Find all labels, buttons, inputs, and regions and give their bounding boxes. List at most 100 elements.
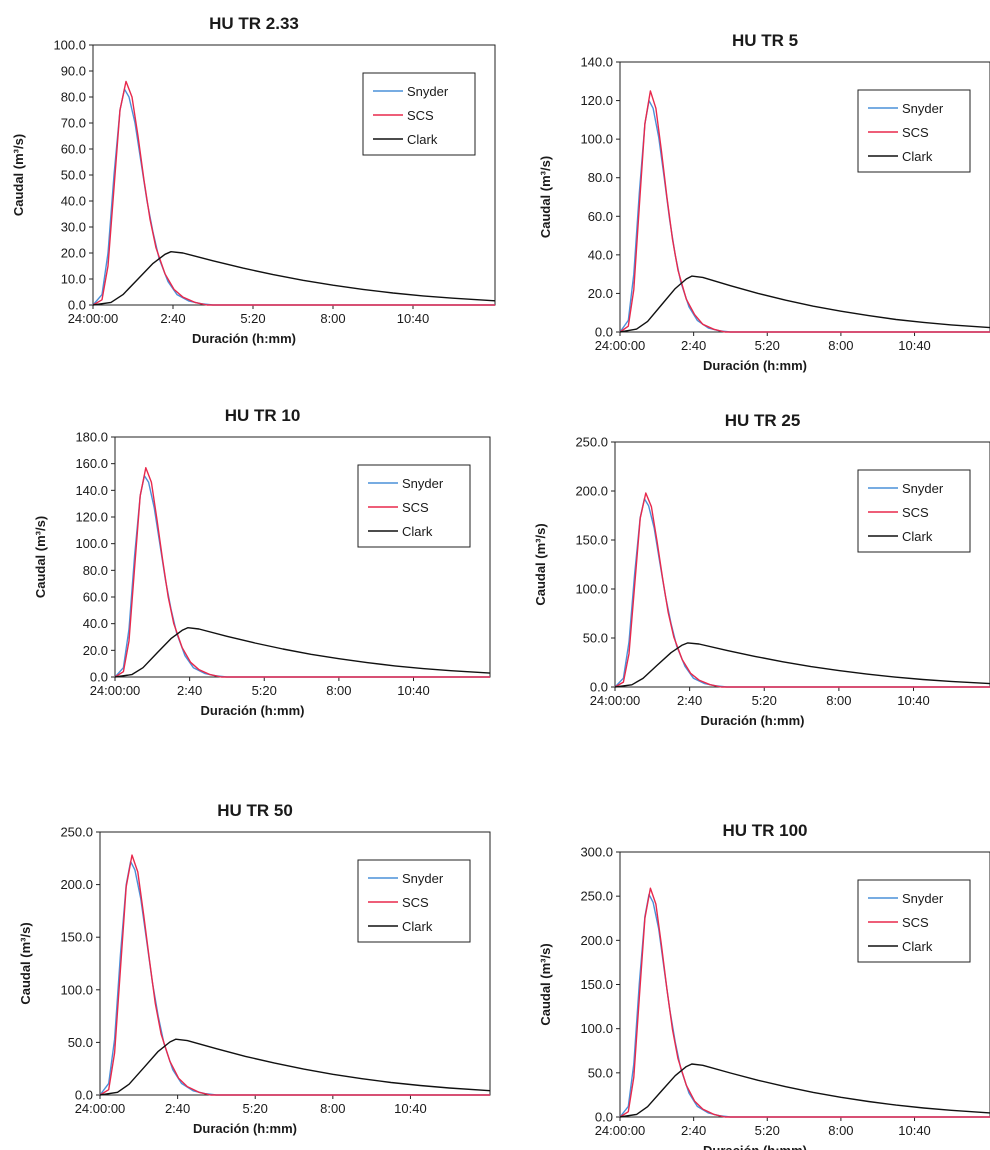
- y-tick-label: 40.0: [61, 194, 86, 209]
- y-tick-label: 300.0: [580, 845, 613, 860]
- y-tick-label: 0.0: [68, 298, 86, 313]
- chart-svg: HU TR 50 0.0 50.0 100.0 150.0 200.0 250.0 24:00…: [18, 801, 491, 1136]
- legend-label-snyder: Snyder: [902, 481, 944, 496]
- y-tick-label: 150.0: [580, 977, 613, 992]
- y-tick-label: 50.0: [68, 1035, 93, 1050]
- series-line-scs: [114, 467, 490, 678]
- x-axis-label: Duración (h:mm): [703, 358, 807, 373]
- x-tick-label: 10:40: [898, 338, 931, 353]
- series-line-clark: [114, 627, 491, 678]
- series-line-clark: [92, 251, 496, 306]
- chart-title: HU TR 10: [225, 406, 301, 425]
- y-axis-label: Caudal (m³/s): [33, 516, 48, 598]
- legend: Snyder SCS Clark: [357, 464, 471, 548]
- x-tick-label: 10:40: [898, 1123, 931, 1138]
- chart-title: HU TR 25: [725, 411, 801, 430]
- x-axis-label: Duración (h:mm): [703, 1143, 807, 1150]
- y-tick-label: 200.0: [580, 933, 613, 948]
- x-tick-label: 5:20: [755, 1123, 780, 1138]
- x-axis-label: Duración (h:mm): [701, 713, 805, 728]
- legend-box: [357, 464, 471, 548]
- x-tick-label: 10:40: [394, 1101, 427, 1116]
- x-tick-label: 5:20: [252, 683, 277, 698]
- legend: Snyder SCS Clark: [857, 879, 971, 963]
- legend-label-clark: Clark: [902, 939, 933, 954]
- y-tick-label: 50.0: [588, 1065, 613, 1080]
- legend-label-scs: SCS: [902, 125, 929, 140]
- panel-hu-tr-10: HU TR 10 0.0 20.0 40.0 60.0 80.0 100.0 120.0 140…: [10, 395, 491, 740]
- legend-label-snyder: Snyder: [402, 871, 444, 886]
- y-tick-label: 90.0: [61, 64, 86, 79]
- y-tick-label: 100.0: [60, 982, 93, 997]
- series-line-scs: [619, 90, 990, 333]
- chart-title: HU TR 50: [217, 801, 293, 820]
- x-tick-label: 2:40: [677, 693, 702, 708]
- y-tick-label: 150.0: [60, 930, 93, 945]
- y-tick-label: 80.0: [61, 90, 86, 105]
- x-axis-label: Duración (h:mm): [193, 1121, 297, 1136]
- y-axis-label: Caudal (m³/s): [538, 156, 553, 238]
- x-tick-label: 2:40: [160, 311, 185, 326]
- legend-label-snyder: Snyder: [902, 891, 944, 906]
- y-tick-label: 250.0: [575, 435, 608, 450]
- legend-box: [857, 469, 971, 553]
- legend-box: [362, 72, 476, 156]
- y-tick-label: 140.0: [75, 483, 108, 498]
- y-tick-label: 100.0: [575, 582, 608, 597]
- y-tick-label: 100.0: [53, 38, 86, 53]
- x-tick-label: 2:40: [681, 1123, 706, 1138]
- x-tick-label: 5:20: [752, 693, 777, 708]
- x-tick-label: 10:40: [897, 693, 930, 708]
- y-tick-label: 150.0: [575, 533, 608, 548]
- y-tick-label: 40.0: [588, 247, 613, 262]
- chart-title: HU TR 2.33: [209, 14, 299, 33]
- legend-box: [857, 879, 971, 963]
- y-tick-label: 0.0: [90, 670, 108, 685]
- legend: Snyder SCS Clark: [857, 89, 971, 173]
- legend-label-scs: SCS: [902, 505, 929, 520]
- y-tick-label: 40.0: [83, 616, 108, 631]
- x-tick-label: 8:00: [320, 311, 345, 326]
- y-axis-label: Caudal (m³/s): [538, 943, 553, 1025]
- series-line-scs: [92, 80, 495, 306]
- legend-box: [357, 859, 471, 943]
- y-tick-label: 20.0: [588, 286, 613, 301]
- legend-label-scs: SCS: [902, 915, 929, 930]
- x-tick-label: 8:00: [326, 683, 351, 698]
- y-axis-label: Caudal (m³/s): [11, 134, 26, 216]
- x-tick-label: 8:00: [828, 1123, 853, 1138]
- legend: Snyder SCS Clark: [362, 72, 476, 156]
- series-line-clark: [99, 1038, 491, 1096]
- x-tick-label: 24:00:00: [68, 311, 119, 326]
- panel-hu-tr-5: HU TR 5 0.0 20.0 40.0 60.0 80.0 100.0 120.0 140.…: [520, 20, 990, 380]
- chart-svg: HU TR 10 0.0 20.0 40.0 60.0 80.0 100.0 120.0 140…: [33, 406, 491, 718]
- series-line-scs: [619, 887, 990, 1118]
- legend: Snyder SCS Clark: [857, 469, 971, 553]
- x-tick-label: 5:20: [240, 311, 265, 326]
- y-tick-label: 60.0: [61, 142, 86, 157]
- chart-svg: HU TR 2.33 0.0 10.0 20.0 30.0 40.0 50.0 60.0 70.…: [11, 14, 496, 346]
- y-tick-label: 100.0: [580, 1021, 613, 1036]
- chart-svg: HU TR 100 0.0 50.0 100.0 150.0 200.0 250.0 300.…: [538, 821, 990, 1150]
- legend-label-snyder: Snyder: [902, 101, 944, 116]
- x-tick-label: 5:20: [755, 338, 780, 353]
- panel-hu-tr-100: HU TR 100 0.0 50.0 100.0 150.0 200.0 250.0 300.…: [520, 810, 990, 1150]
- x-tick-label: 24:00:00: [90, 683, 141, 698]
- legend-box: [857, 89, 971, 173]
- legend-label-clark: Clark: [902, 149, 933, 164]
- legend: Snyder SCS Clark: [357, 859, 471, 943]
- y-axis-label: Caudal (m³/s): [18, 922, 33, 1004]
- series-line-clark: [619, 275, 990, 333]
- x-tick-label: 10:40: [397, 683, 430, 698]
- y-tick-label: 200.0: [60, 877, 93, 892]
- x-tick-label: 24:00:00: [595, 338, 646, 353]
- legend-label-snyder: Snyder: [407, 84, 449, 99]
- y-tick-label: 0.0: [595, 1110, 613, 1125]
- y-tick-label: 20.0: [83, 643, 108, 658]
- y-tick-label: 0.0: [75, 1088, 93, 1103]
- legend-label-clark: Clark: [407, 132, 438, 147]
- legend-label-scs: SCS: [407, 108, 434, 123]
- y-tick-label: 50.0: [61, 168, 86, 183]
- legend-label-scs: SCS: [402, 895, 429, 910]
